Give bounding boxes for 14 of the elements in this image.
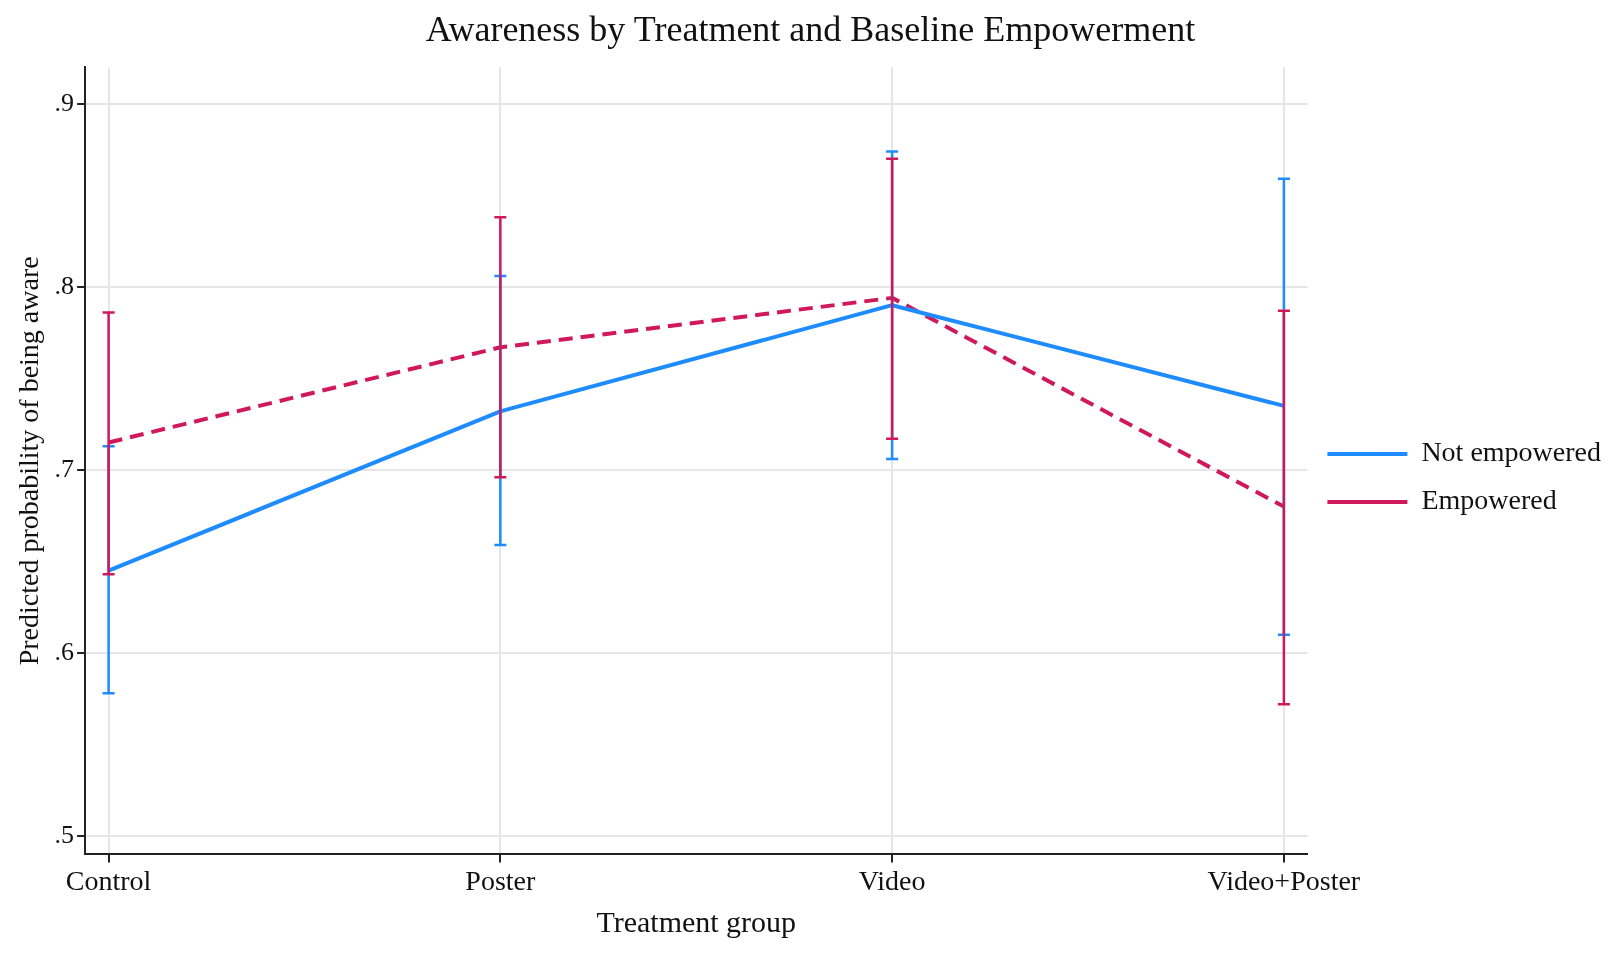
legend-label: Empowered <box>1421 484 1557 516</box>
y-tick-label: .8 <box>54 270 75 300</box>
x-tick-label: Video <box>858 864 926 896</box>
chart-title: Awareness by Treatment and Baseline Empowerment <box>425 9 1196 50</box>
y-axis-title: Predicted probability of being aware <box>13 256 45 666</box>
x-tick-label: Poster <box>465 864 537 896</box>
x-tick-label: Control <box>65 864 152 896</box>
y-tick-label: .5 <box>54 819 75 849</box>
y-tick-label: .9 <box>54 87 75 117</box>
x-tick-label: Video+Poster <box>1207 864 1361 896</box>
x-axis-title: Treatment group <box>596 904 797 938</box>
legend-label: Not empowered <box>1421 436 1601 468</box>
y-tick-label: .6 <box>54 636 75 666</box>
y-tick-label: .7 <box>54 453 75 483</box>
